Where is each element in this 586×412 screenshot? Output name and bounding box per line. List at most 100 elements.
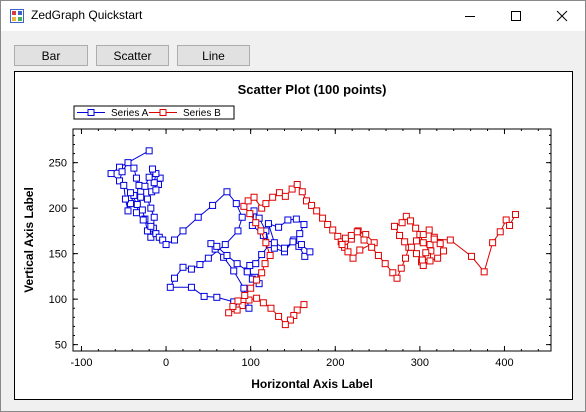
legend-entry-series-a: Series A: [77, 108, 149, 119]
maximize-button[interactable]: [493, 1, 539, 31]
series-b-point: [368, 243, 376, 251]
chart-canvas: Scatter Plot (100 points) -100 0 100 200 300 4…: [22, 82, 552, 391]
series-b-point: [247, 284, 255, 292]
series-b-point: [418, 256, 426, 264]
series-a-point: [145, 147, 153, 155]
series-b-point: [338, 241, 346, 249]
series-b-point: [440, 247, 448, 255]
series-b-point: [234, 297, 242, 305]
series-b-point: [412, 250, 420, 258]
series-b-point: [319, 214, 327, 222]
series-b-point: [241, 292, 249, 299]
x-axis-label: Horizontal Axis Label: [251, 377, 373, 391]
series-a-point: [147, 233, 155, 241]
series-b-point: [269, 193, 277, 201]
series-a-point: [289, 238, 297, 246]
bar-button[interactable]: Bar: [14, 45, 88, 66]
series-b-point: [446, 236, 454, 244]
series-a-point: [246, 261, 254, 269]
series-a-point: [258, 251, 266, 259]
scatter-button[interactable]: Scatter: [96, 45, 169, 66]
series-b-point: [313, 207, 321, 215]
x-tick-label: 0: [163, 357, 169, 369]
series-a-point: [150, 179, 158, 187]
series-a-point: [116, 177, 124, 185]
series-b-point: [430, 235, 438, 243]
series-b-point: [381, 260, 389, 268]
series-a-point: [281, 244, 289, 252]
series-a-point: [135, 181, 143, 189]
window-title: ZedGraph Quickstart: [31, 8, 143, 22]
series-b-point: [281, 192, 289, 200]
series-a-point: [301, 252, 309, 260]
series-a-point: [137, 193, 145, 201]
series-b-point: [253, 294, 261, 302]
series-b-point: [467, 252, 475, 260]
series-a-point: [147, 222, 155, 230]
series-a-point: [127, 189, 135, 197]
series-b-point: [356, 246, 364, 254]
series-b-point: [257, 227, 265, 235]
series-b-point: [238, 302, 246, 310]
title-bar[interactable]: ZedGraph Quickstart: [1, 1, 585, 31]
plot-area-frame: [72, 128, 552, 352]
series-a-point: [232, 200, 240, 208]
y-tick-label: 50: [55, 340, 67, 352]
series-a-point: [156, 174, 164, 182]
zedgraph-control[interactable]: Scatter Plot (100 points) -100 0 100 200 300 4…: [14, 71, 573, 400]
close-button[interactable]: [539, 1, 585, 31]
series-a-point: [243, 268, 251, 276]
series-a-point: [179, 227, 187, 235]
series-a-point: [200, 292, 208, 300]
series-b-point: [288, 185, 296, 193]
series-b-point: [436, 240, 444, 248]
series-a-point: [230, 267, 238, 275]
legend-label: Series A: [111, 108, 149, 119]
series-b-point: [347, 231, 355, 239]
series-a-point: [127, 200, 135, 208]
series-a-point: [139, 216, 147, 224]
series-b-point: [398, 219, 406, 227]
series-b-point: [412, 224, 420, 232]
series-b-point: [511, 211, 519, 219]
series-a-point: [196, 261, 204, 269]
series-a-point: [270, 239, 278, 247]
series-a-point: [297, 241, 305, 249]
x-tick-label: 400: [495, 357, 513, 369]
y-tick-label: 150: [49, 249, 67, 261]
series-b-point: [407, 217, 415, 225]
series-a-point: [292, 215, 300, 223]
series-b-point: [262, 239, 270, 247]
series-b-point: [422, 249, 430, 257]
series-a-point: [238, 213, 246, 221]
series-a-point: [275, 223, 283, 231]
series-a-point: [143, 195, 151, 203]
x-tick-label: -100: [70, 357, 92, 369]
series-a-point: [120, 181, 128, 189]
series-b-point: [252, 219, 260, 227]
y-axis-label: Vertical Axis Label: [22, 187, 36, 293]
zedgraph-app-icon: [10, 9, 24, 23]
series-a-point: [150, 213, 158, 221]
legend-marker: [159, 109, 167, 116]
series-b-point: [329, 226, 337, 234]
series-b-point: [419, 231, 427, 239]
series-a-point: [264, 220, 272, 228]
minimize-button[interactable]: [447, 1, 493, 31]
series-b-point: [258, 269, 266, 277]
series-b-point: [396, 231, 404, 239]
series-a-point: [124, 207, 132, 215]
series-b-point: [349, 254, 357, 262]
series-a-point: [118, 168, 126, 176]
series-a-point: [121, 195, 129, 203]
series-a-point: [187, 283, 195, 291]
series-b-point: [293, 181, 301, 188]
minimize-icon: [465, 16, 475, 17]
series-b-point: [407, 243, 415, 251]
line-button[interactable]: Line: [177, 45, 250, 66]
series-a-point: [124, 159, 132, 167]
series-b-point: [393, 274, 401, 282]
series-b-point: [412, 237, 420, 245]
series-b-point: [229, 302, 237, 310]
